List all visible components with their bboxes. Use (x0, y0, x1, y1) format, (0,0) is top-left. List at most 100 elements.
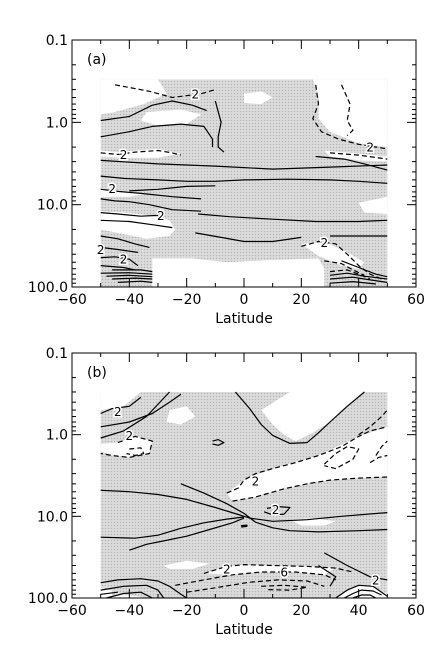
contour-line-positive (100, 584, 165, 599)
contour-line-negative (323, 446, 360, 470)
x-tick-label: −40 (115, 603, 145, 619)
contour-line-positive (100, 396, 142, 415)
negative-region (100, 587, 113, 598)
contour-label: 2 (366, 141, 374, 155)
contour-line-positive (100, 578, 188, 599)
negative-region (152, 258, 325, 287)
x-tick-label: −20 (172, 292, 202, 308)
y-tick-label: 100.0 (28, 280, 68, 296)
contour-line-positive (100, 175, 388, 184)
panel-label: (a) (87, 52, 107, 68)
panel-a: 2 2 2 2 2 2 2 2 −60 −40 −20 0 20 40 60 0.1 1.0 10.0 100.0… (28, 33, 425, 327)
contour-line-positive (195, 232, 302, 243)
contour-line-positive (352, 594, 377, 599)
contour-layer (100, 391, 388, 599)
contour-line-positive (324, 552, 388, 581)
x-tick-label: 0 (240, 603, 249, 619)
contour-line-positive (263, 506, 291, 516)
negative-region (163, 560, 210, 569)
contour-line-negative (375, 440, 388, 456)
contour-line-positive (100, 246, 138, 253)
x-tick-label: 60 (407, 292, 425, 308)
contour-label: 2 (191, 87, 199, 101)
y-tick-label: 10.0 (37, 509, 68, 525)
contour-line-positive (100, 393, 182, 428)
x-tick-label: −40 (115, 292, 145, 308)
y-tick-label: 100.0 (28, 591, 68, 607)
contour-label: 2 (114, 405, 122, 419)
contour-line-positive (100, 159, 388, 170)
contour-line-positive (100, 235, 150, 248)
negative-region (100, 436, 153, 458)
y-tick-label: 1.0 (46, 428, 68, 444)
negative-region (312, 79, 388, 148)
contour-label: 2 (252, 475, 260, 489)
x-axis-label: Latitude (215, 622, 273, 638)
contour-line-positive (100, 516, 245, 539)
x-tick-label: −20 (172, 603, 202, 619)
contour-line-positive (100, 272, 153, 275)
contour-label: 2 (126, 429, 134, 443)
contour-label: 2 (120, 253, 128, 267)
negative-region (335, 585, 388, 598)
contour-label: 2 (97, 243, 105, 257)
shading-layer (100, 79, 388, 287)
contour-line-positive (100, 591, 118, 595)
contour-line-positive (117, 280, 153, 283)
contour-label: 2 (108, 182, 116, 196)
negative-region (358, 196, 388, 214)
negative-region (140, 109, 201, 126)
contour-line-positive (100, 256, 139, 267)
contour-line-positive (180, 483, 388, 533)
contour-line-negative (100, 149, 182, 156)
x-tick-label: 20 (292, 603, 310, 619)
contour-line-positive (214, 100, 225, 153)
x-tick-label: 40 (350, 603, 368, 619)
negative-region (100, 392, 141, 411)
contour-line-positive (100, 188, 202, 200)
contour-line-positive (106, 274, 153, 278)
negative-region (301, 241, 365, 269)
negative-region (100, 79, 167, 115)
contour-label: 2 (272, 503, 280, 517)
contour-line-positive (329, 272, 388, 280)
contour-line-positive (106, 591, 153, 599)
contour-line-positive (335, 584, 388, 599)
contour-line-positive (129, 517, 245, 551)
contour-line-positive (329, 281, 376, 285)
contour-line-positive (100, 265, 136, 271)
contour-line-negative (340, 84, 354, 137)
contour-label: 2 (223, 562, 231, 576)
contour-line-positive (112, 277, 153, 280)
contour-line-negative (301, 240, 382, 280)
contour-label: 2 (120, 148, 128, 162)
contour-line-negative (186, 579, 325, 593)
contour-line-negative (312, 84, 388, 150)
contour-line-positive (100, 219, 173, 229)
contour-line-negative (100, 435, 153, 458)
negative-region (100, 211, 176, 239)
contour-line-positive (344, 589, 382, 599)
y-tick-label: 0.1 (46, 346, 68, 362)
x-tick-label: 40 (350, 292, 368, 308)
contour-line-negative (114, 84, 216, 99)
contour-line-positive (129, 185, 216, 192)
contour-line-positive (318, 564, 337, 587)
contour-line-negative (232, 476, 388, 502)
y-tick-label: 10.0 (37, 198, 68, 214)
contour-label: 6 (280, 565, 288, 579)
contour-line-positive (100, 123, 214, 148)
negative-region (226, 426, 388, 502)
contour-line-negative (226, 426, 388, 494)
contour-label: 2 (372, 573, 380, 587)
shading-layer (100, 391, 388, 598)
contour-line-positive (329, 276, 388, 283)
contour-line-positive (241, 524, 248, 528)
contour-line-positive (100, 489, 388, 522)
contour-line-positive (341, 260, 388, 278)
x-tick-label: 20 (292, 292, 310, 308)
contour-line-positive (100, 198, 202, 212)
axes-layer: −60 −40 −20 0 20 40 60 0.1 1.0 10.0 100.0 (28, 33, 425, 308)
contour-line-negative (358, 409, 388, 436)
